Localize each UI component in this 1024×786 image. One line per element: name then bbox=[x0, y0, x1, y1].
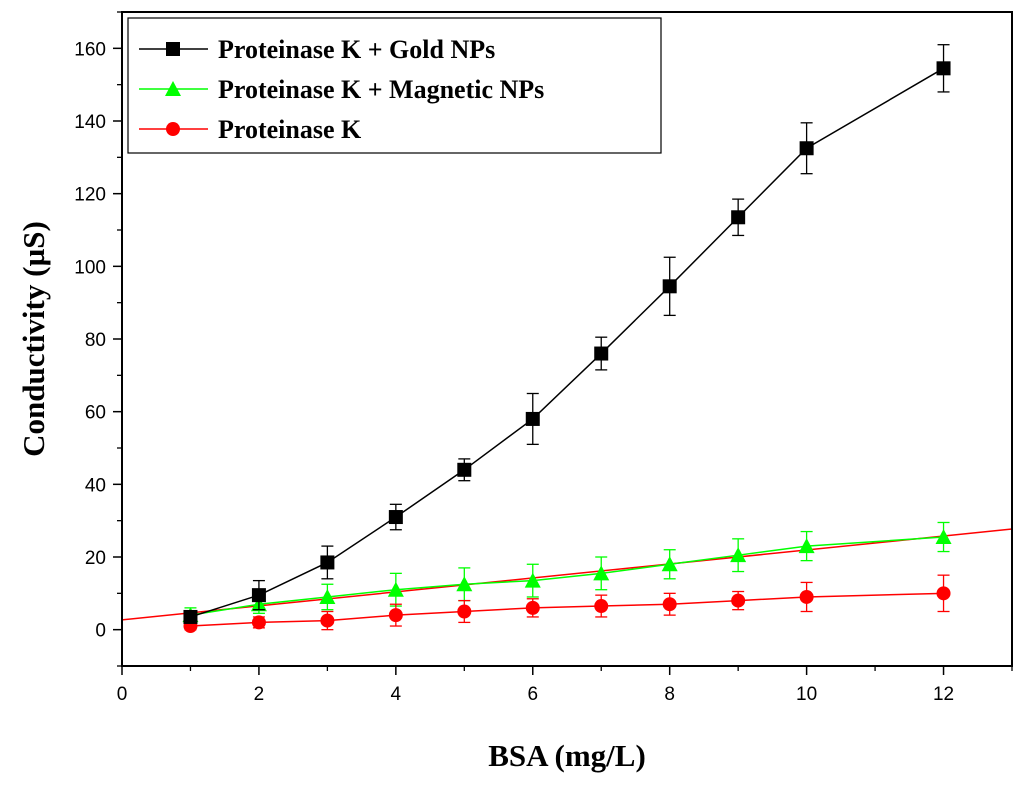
data-point bbox=[525, 600, 540, 615]
x-tick-label: 2 bbox=[254, 684, 265, 705]
data-point bbox=[662, 279, 677, 294]
y-tick-label: 40 bbox=[85, 475, 106, 496]
series-line bbox=[190, 592, 944, 627]
legend-marker bbox=[166, 122, 180, 136]
data-point bbox=[525, 411, 540, 426]
data-point bbox=[593, 565, 610, 581]
x-tick-label: 6 bbox=[527, 684, 538, 705]
y-tick-label: 160 bbox=[74, 39, 106, 60]
legend-box bbox=[127, 17, 662, 154]
data-point bbox=[799, 589, 814, 604]
x-tick-label: 10 bbox=[796, 684, 817, 705]
data-point bbox=[251, 588, 266, 603]
y-tick-label: 80 bbox=[85, 330, 106, 351]
data-point bbox=[594, 599, 609, 614]
y-axis-title: Conductivity (µS) bbox=[16, 221, 51, 457]
y-tick-label: 100 bbox=[74, 257, 106, 278]
legend-label: Proteinase K bbox=[218, 115, 362, 144]
data-point bbox=[183, 609, 198, 624]
legend-label: Proteinase K + Magnetic NPs bbox=[218, 75, 544, 104]
x-tick-label: 8 bbox=[664, 684, 675, 705]
data-point bbox=[594, 346, 609, 361]
data-point bbox=[799, 141, 814, 156]
x-tick-label: 12 bbox=[933, 684, 954, 705]
data-point bbox=[388, 608, 403, 623]
y-tick-label: 0 bbox=[95, 621, 106, 642]
data-point bbox=[662, 597, 677, 612]
y-tick-label: 120 bbox=[74, 185, 106, 206]
legend-label: Proteinase K + Gold NPs bbox=[218, 35, 495, 64]
data-point bbox=[320, 555, 335, 570]
series-square bbox=[183, 44, 951, 624]
y-tick-label: 20 bbox=[85, 548, 106, 569]
data-point bbox=[730, 547, 747, 563]
legend-marker bbox=[165, 81, 181, 96]
data-point bbox=[936, 586, 951, 601]
x-tick-label: 0 bbox=[117, 684, 128, 705]
y-tick-label: 140 bbox=[74, 112, 106, 133]
legend-entry: Proteinase K + Magnetic NPs bbox=[139, 75, 544, 104]
data-point bbox=[320, 613, 335, 628]
data-point bbox=[524, 572, 541, 588]
y-tick-label: 60 bbox=[85, 403, 106, 424]
legend-entry: Proteinase K + Gold NPs bbox=[139, 35, 495, 64]
series-line bbox=[190, 536, 944, 616]
data-point bbox=[457, 462, 472, 477]
data-point bbox=[319, 588, 336, 604]
data-point bbox=[936, 61, 951, 76]
data-point bbox=[388, 510, 403, 525]
data-point bbox=[387, 581, 404, 597]
data-point bbox=[661, 556, 678, 572]
x-axis-title: BSA (mg/L) bbox=[488, 738, 646, 773]
data-point bbox=[251, 615, 266, 630]
data-point bbox=[798, 538, 815, 554]
legend: Proteinase K + Gold NPs Proteinase K + Ma… bbox=[127, 17, 662, 154]
data-point bbox=[457, 604, 472, 619]
data-point bbox=[935, 529, 952, 545]
x-tick-label: 4 bbox=[391, 684, 402, 705]
data-point bbox=[456, 576, 473, 592]
data-point bbox=[731, 210, 746, 225]
data-point bbox=[731, 593, 746, 608]
series-circle bbox=[183, 574, 951, 634]
legend-entry: Proteinase K bbox=[139, 115, 362, 144]
legend-marker bbox=[166, 42, 180, 56]
linear-fit-line bbox=[121, 528, 1013, 621]
